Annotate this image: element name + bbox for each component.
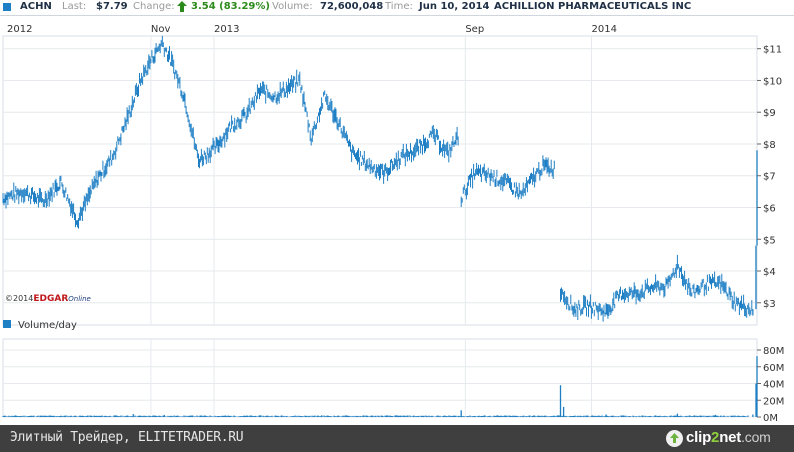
price-grid: [3, 36, 757, 325]
copyright-brand: EDGAR: [33, 294, 68, 304]
volume-y-tick-label: 0M: [763, 413, 778, 424]
logo-part-com: .com: [741, 429, 771, 445]
x-tick-label: 2013: [214, 24, 239, 35]
volume-legend-label: Volume/day: [18, 320, 77, 331]
change-label: Change:: [133, 1, 175, 12]
footer-caption: Элитный Трейдер, ELITETRADER.RU: [10, 430, 244, 445]
volume-label: Volume:: [272, 1, 313, 12]
price-y-axis: $3 $4 $5 $6 $7 $8 $9 $10 $11: [757, 45, 782, 310]
copyright-suffix: Online: [68, 295, 91, 303]
y-tick-label: $4: [763, 267, 776, 278]
volume-panel: [2, 338, 758, 418]
time-value: Jun 10, 2014: [419, 1, 490, 12]
footer-bar: Элитный Трейдер, ELITETRADER.RU clip2net…: [0, 425, 794, 452]
volume-y-axis: 0M 20M 40M 60M 80M: [757, 346, 784, 424]
volume-legend-swatch: [3, 320, 11, 328]
x-tick-label: 2014: [592, 24, 617, 35]
y-tick-label: $5: [763, 235, 776, 246]
company-name: ACHILLION PHARMACEUTICALS INC: [494, 1, 692, 12]
y-tick-label: $7: [763, 172, 776, 183]
copyright-prefix: ©2014: [5, 294, 33, 303]
x-tick-label: Sep: [465, 24, 484, 35]
time-label: Time:: [385, 1, 413, 12]
volume-series: [2, 356, 758, 417]
volume-y-tick-label: 40M: [763, 380, 784, 391]
copyright-text: ©2014EDGAROnline: [5, 294, 91, 304]
volume-y-tick-label: 20M: [763, 396, 784, 407]
volume-y-tick-label: 80M: [763, 346, 784, 357]
y-tick-label: $6: [763, 203, 776, 214]
quote-header: ACHN Last: $7.79 Change: 3.54 (83.29%) V…: [0, 0, 794, 16]
y-tick-label: $8: [763, 140, 776, 151]
logo-part-clip: clip: [686, 429, 712, 446]
price-panel: [2, 35, 758, 326]
logo-part-net: net: [719, 429, 742, 446]
price-volume-chart: $3$4$5$6$7$8$9$10$11 2012 Nov 2013 Sep 2014 …: [2, 24, 784, 424]
y-tick-label: $10: [763, 76, 782, 87]
logo-part-2: 2: [711, 429, 720, 446]
volume-y-tick-label: 60M: [763, 363, 784, 374]
y-tick-label: $9: [763, 108, 776, 119]
y-tick-label: $11: [763, 45, 782, 56]
series-color-swatch: [3, 3, 11, 11]
volume-value: 72,600,048: [320, 1, 384, 12]
up-arrow-icon: [177, 1, 187, 18]
x-tick-label: 2012: [7, 24, 32, 35]
price-series: [2, 35, 758, 322]
x-axis: 2012 Nov 2013 Sep 2014: [7, 24, 617, 35]
clip2net-logo-text: clip2net.com: [686, 429, 771, 446]
last-value: $7.79: [96, 1, 128, 12]
change-value: 3.54 (83.29%): [191, 1, 270, 12]
y-tick-label: $3: [763, 299, 776, 310]
upload-arrow-icon: [666, 430, 683, 447]
x-tick-label: Nov: [151, 24, 171, 35]
last-label: Last:: [62, 1, 87, 12]
clip2net-logo[interactable]: clip2net.com: [666, 429, 786, 449]
ticker-symbol: ACHN: [20, 1, 52, 12]
